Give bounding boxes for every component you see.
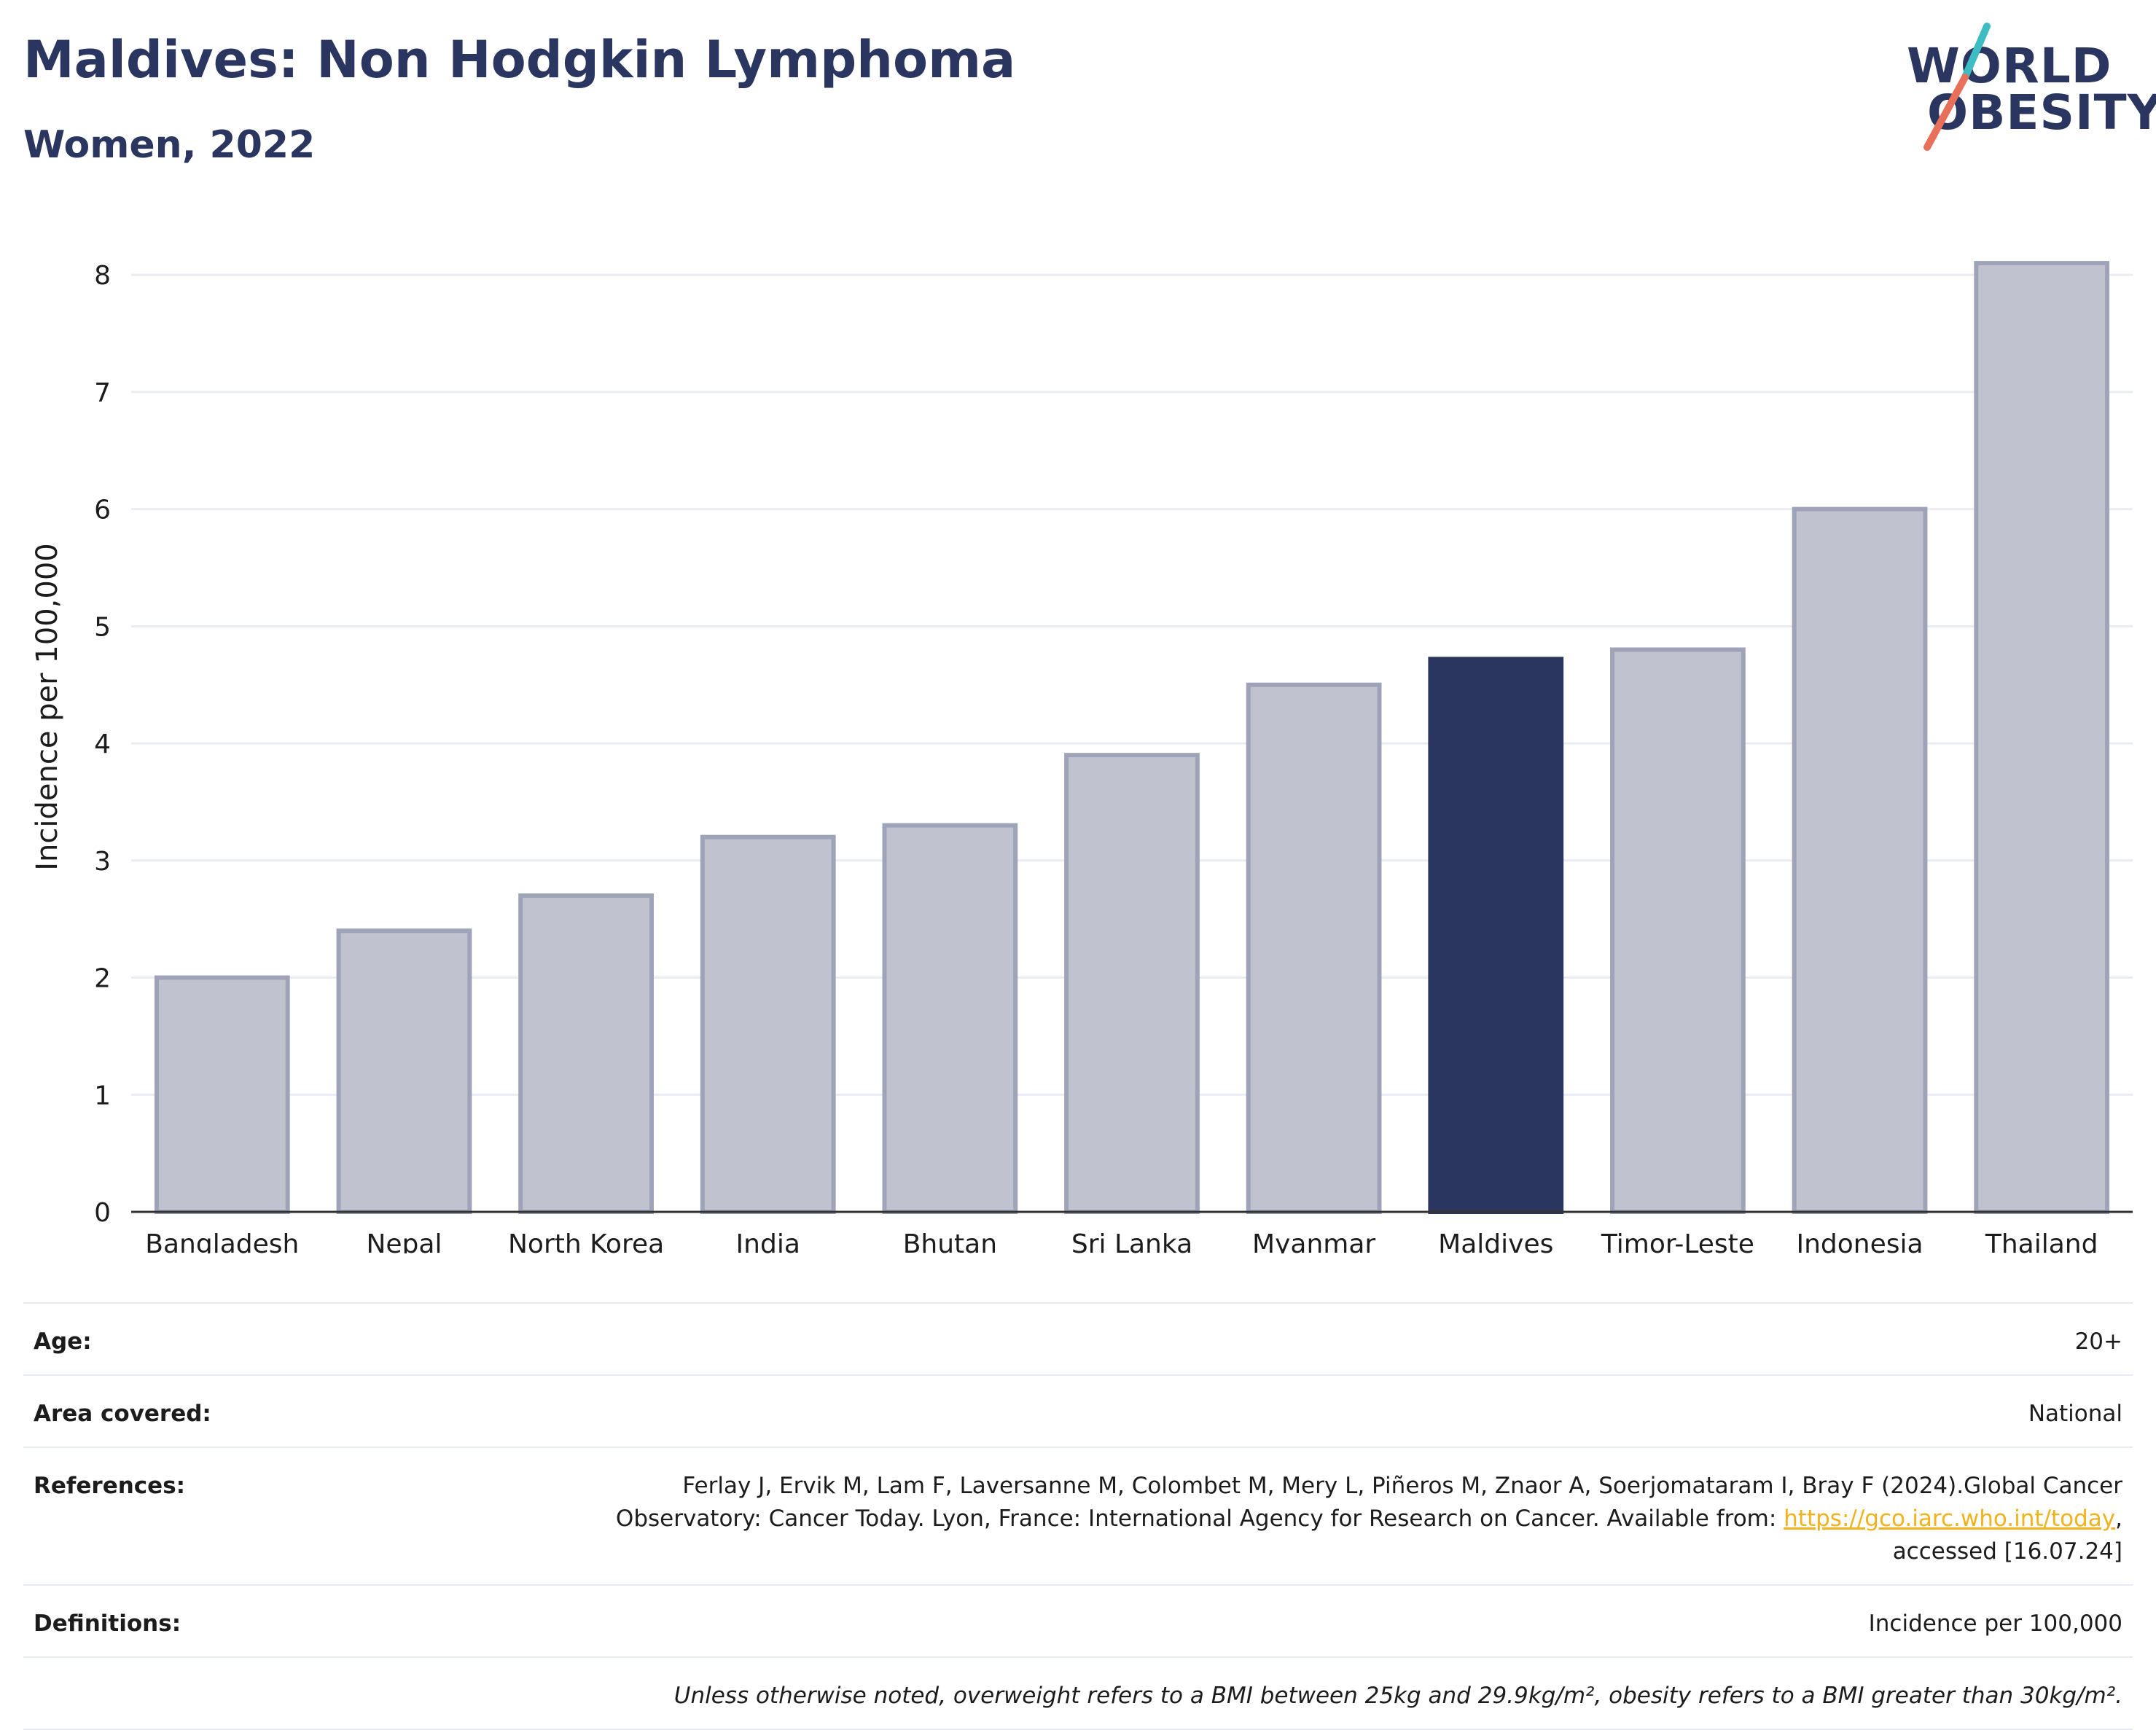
x-tick-label: Myanmar [1252, 1229, 1375, 1253]
age-label: Age: [34, 1328, 92, 1355]
bars [154, 261, 2110, 1215]
bmi-note: Unless otherwise noted, overweight refer… [673, 1682, 2122, 1709]
world-obesity-logo: WORLD OBESITY [1895, 22, 2156, 153]
y-axis-title: Incidence per 100,000 [31, 543, 64, 871]
info-table: Age: 20+ Area covered: National Referenc… [23, 1302, 2133, 1730]
y-tick-label: 5 [94, 612, 111, 642]
references-label: References: [34, 1472, 186, 1499]
bar-indonesia [1792, 506, 1928, 1214]
area-value: National [2028, 1400, 2122, 1427]
references-line1: Ferlay J, Ervik M, Lam F, Laversanne M, … [682, 1472, 2122, 1499]
logo-word-world: WORLD [1907, 38, 2112, 94]
references-line2-pre: Observatory: Cancer Today. Lyon, France:… [615, 1505, 1784, 1532]
x-tick-label: Maldives [1438, 1229, 1553, 1253]
x-tick-label: Sri Lanka [1071, 1229, 1192, 1253]
references-line3: accessed [16.07.24] [1892, 1538, 2122, 1565]
references-line2-post: , [2115, 1505, 2122, 1532]
bar-bangladesh [154, 975, 290, 1215]
bar-india [700, 834, 836, 1215]
page-title: Maldives: Non Hodgkin Lymphoma [23, 30, 1016, 90]
info-row-area: Area covered: National [23, 1374, 2133, 1447]
x-tick-label: Thailand [1985, 1229, 2098, 1253]
age-value: 20+ [2074, 1328, 2122, 1355]
y-tick-label: 2 [94, 964, 111, 994]
bar-north-korea [518, 893, 654, 1215]
bar-bhutan [882, 823, 1018, 1214]
y-tick-label: 6 [94, 496, 111, 525]
y-tick-label: 4 [94, 729, 111, 759]
x-tick-label: Bhutan [903, 1229, 997, 1253]
bar-maldives [1428, 657, 1564, 1214]
x-tick-label: India [736, 1229, 800, 1253]
info-row-references: References: Ferlay J, Ervik M, Lam F, La… [23, 1446, 2133, 1584]
references-value: Ferlay J, Ervik M, Lam F, Laversanne M, … [616, 1470, 2122, 1568]
definitions-value: Incidence per 100,000 [1868, 1610, 2122, 1637]
bar-nepal [336, 928, 472, 1214]
x-tick-label: Bangladesh [145, 1229, 299, 1253]
y-tick-label: 7 [94, 378, 111, 408]
bar-thailand [1974, 261, 2110, 1215]
logo-slash-icon [1923, 23, 1991, 151]
y-tick-label: 1 [94, 1081, 111, 1111]
bar-myanmar [1246, 682, 1382, 1214]
area-label: Area covered: [34, 1400, 211, 1427]
definitions-label: Definitions: [34, 1610, 181, 1637]
x-tick-label: Nepal [366, 1229, 442, 1253]
axes: 0 1 2 3 4 5 6 7 8 Bangladesh Nepal North Korea India… [94, 261, 2133, 1253]
bar-chart: 0 1 2 3 4 5 6 7 8 Bangladesh Nepal North Korea India… [31, 261, 2133, 1253]
x-tick-label: Timor-Leste [1601, 1229, 1754, 1253]
logo-word-obesity: OBESITY [1927, 85, 2156, 141]
page-subtitle: Women, 2022 [23, 123, 316, 167]
info-row-age: Age: 20+ [23, 1302, 2133, 1374]
info-row-note: Unless otherwise noted, overweight refer… [23, 1656, 2133, 1730]
bar-sri-lanka [1064, 753, 1200, 1214]
y-tick-label: 3 [94, 847, 111, 877]
references-link[interactable]: https://gco.iarc.who.int/today [1784, 1505, 2116, 1532]
info-row-definitions: Definitions: Incidence per 100,000 [23, 1584, 2133, 1656]
bar-timor-leste [1610, 647, 1746, 1214]
y-tick-label: 0 [94, 1198, 111, 1228]
x-tick-label: North Korea [508, 1229, 664, 1253]
x-tick-label: Indonesia [1796, 1229, 1923, 1253]
y-tick-label: 8 [94, 261, 111, 291]
